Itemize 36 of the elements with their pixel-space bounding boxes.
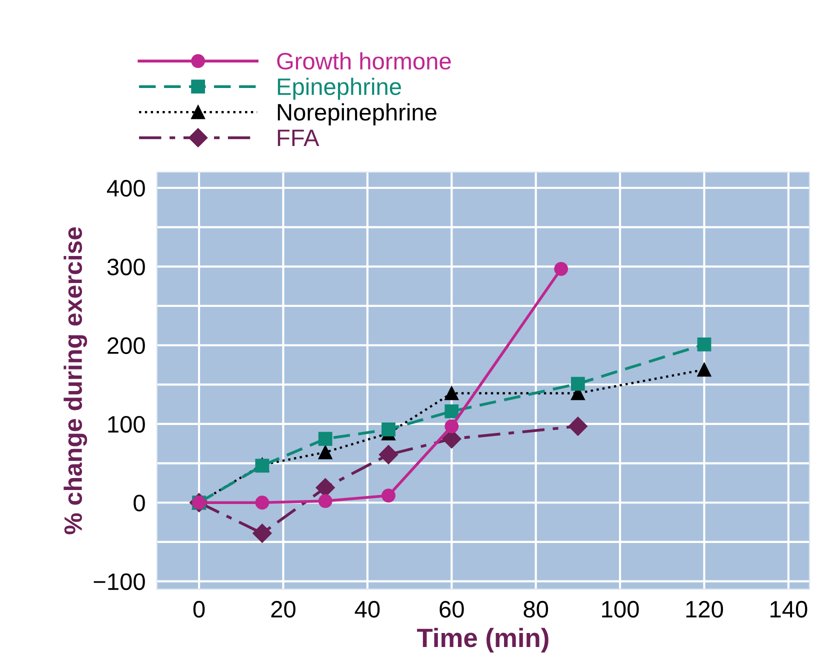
point: [444, 419, 459, 434]
point: [697, 338, 712, 352]
point: [382, 422, 396, 436]
x-tick-label: 140: [770, 600, 808, 618]
x-tick-label: 100: [602, 600, 639, 618]
y-tick-label: −100: [94, 573, 145, 590]
x-axis-title: Time (min): [417, 628, 548, 652]
x-tick-label: 0: [193, 600, 205, 618]
x-tick-label: 20: [271, 600, 296, 618]
x-tick-label: 40: [354, 600, 380, 618]
text: FFA: [278, 130, 320, 146]
point: [554, 262, 568, 276]
text: Epinephrine: [278, 78, 401, 100]
text: Norepinephrine: [278, 103, 436, 126]
point: [444, 404, 459, 418]
point: [255, 496, 270, 510]
point: [697, 362, 712, 377]
x-tick-label: 120: [686, 600, 724, 618]
x-tick-label: 80: [524, 600, 548, 618]
point: [318, 445, 332, 460]
y-tick-label: 200: [108, 337, 145, 354]
y-tick-label: 300: [107, 258, 145, 276]
point: [318, 432, 332, 446]
point: [382, 488, 396, 502]
point: [568, 416, 588, 436]
y-tick-label: 0: [134, 494, 145, 512]
y-tick-label: 100: [108, 416, 145, 433]
point: [444, 386, 459, 400]
point: [252, 524, 272, 543]
point: [318, 494, 332, 508]
y-tick-label: 400: [106, 180, 145, 197]
y-axis-title: % change during exercise: [64, 227, 88, 534]
point: [570, 376, 585, 391]
point: [378, 445, 398, 464]
text: Growth hormone: [277, 52, 451, 70]
x-tick-label: 60: [440, 600, 464, 618]
